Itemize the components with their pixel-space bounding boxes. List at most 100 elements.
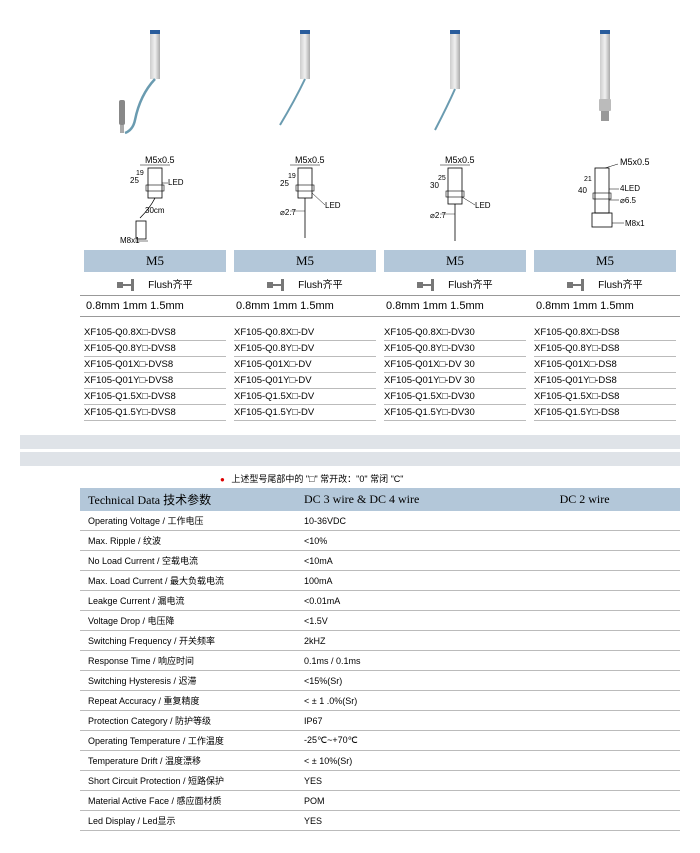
svg-text:⌀2.7: ⌀2.7 (430, 211, 446, 220)
tech-row-value: <10% (296, 531, 680, 551)
svg-text:⌀6.5: ⌀6.5 (620, 196, 636, 205)
tech-row-label: Max. Ripple / 纹波 (80, 531, 296, 551)
note-text: 上述型号尾部中的 "□" 常开改："0" 常闭 "C" (231, 474, 403, 484)
svg-text:M5x0.5: M5x0.5 (445, 155, 475, 165)
flush-label: Flush齐平 (448, 280, 492, 291)
model-number: XF105-Q0.8X□-DV30 (384, 325, 526, 341)
model-number: XF105-Q01Y□-DS8 (534, 373, 676, 389)
tech-row-label: No Load Current / 空载电流 (80, 551, 296, 571)
models-col-4: XF105-Q0.8X□-DS8XF105-Q0.8Y□-DS8XF105-Q0… (530, 325, 680, 421)
tech-row-label: Max. Load Current / 最大负载电流 (80, 571, 296, 591)
flush-label: Flush齐平 (298, 280, 342, 291)
tech-row-label: Material Active Face / 感应面材质 (80, 791, 296, 811)
model-number: XF105-Q01X□-DS8 (534, 357, 676, 373)
model-number: XF105-Q01Y□-DVS8 (84, 373, 226, 389)
model-number: XF105-Q01Y□-DV (234, 373, 376, 389)
tech-row-value: -25℃~+70℃ (296, 731, 680, 751)
svg-text:40: 40 (578, 186, 587, 195)
svg-text:19: 19 (136, 170, 144, 177)
bullet-icon: ● (220, 475, 225, 484)
models-col-2: XF105-Q0.8X□-DVXF105-Q0.8Y□-DVXF105-Q01X… (230, 325, 380, 421)
flush-label: Flush齐平 (148, 280, 192, 291)
svg-text:M8x1: M8x1 (625, 219, 645, 228)
svg-text:4LED: 4LED (620, 184, 640, 193)
tech-row-label: Switching Hysteresis / 迟滞 (80, 671, 296, 691)
sensor-image-1 (80, 20, 230, 140)
tech-row-label: Protection Category / 防护等级 (80, 711, 296, 731)
header-cell: M5 (234, 250, 376, 272)
svg-text:25: 25 (280, 179, 289, 188)
tech-row-value: < ± 10%(Sr) (296, 751, 680, 771)
flush-cell: Flush齐平 (380, 272, 530, 295)
size-cell: 0.8mm 1mm 1.5mm (230, 296, 380, 316)
model-number: XF105-Q1.5X□-DS8 (534, 389, 676, 405)
tech-row-label: Repeat Accuracy / 重复精度 (80, 691, 296, 711)
tech-data-table: Technical Data 技术参数 DC 3 wire & DC 4 wir… (80, 488, 680, 831)
svg-text:M5x0.5: M5x0.5 (620, 157, 650, 167)
model-number: XF105-Q0.8Y□-DS8 (534, 341, 676, 357)
svg-text:M5x0.5: M5x0.5 (295, 155, 325, 165)
model-number: XF105-Q01X□-DV 30 (384, 357, 526, 373)
flush-cell: Flush齐平 (230, 272, 380, 295)
svg-text:LED: LED (475, 201, 491, 210)
size-cell: 0.8mm 1mm 1.5mm (530, 296, 680, 316)
model-number: XF105-Q1.5X□-DV (234, 389, 376, 405)
header-row: M5 M5 M5 M5 (80, 250, 680, 272)
model-number: XF105-Q1.5Y□-DV30 (384, 405, 526, 421)
models-col-1: XF105-Q0.8X□-DVS8XF105-Q0.8Y□-DVS8XF105-… (80, 325, 230, 421)
tech-header-label: Technical Data 技术参数 (80, 488, 296, 511)
model-number: XF105-Q1.5Y□-DV (234, 405, 376, 421)
svg-text:21: 21 (584, 176, 592, 183)
svg-text:30: 30 (430, 181, 439, 190)
model-number: XF105-Q1.5Y□-DS8 (534, 405, 676, 421)
svg-text:LED: LED (168, 178, 184, 187)
tech-row-value: <10mA (296, 551, 680, 571)
svg-text:LED: LED (325, 201, 341, 210)
tech-row-label: Leakge Current / 漏电流 (80, 591, 296, 611)
size-cell: 0.8mm 1mm 1.5mm (380, 296, 530, 316)
model-number: XF105-Q1.5X□-DVS8 (84, 389, 226, 405)
header-cell: M5 (534, 250, 676, 272)
tech-row-value: <1.5V (296, 611, 680, 631)
model-number: XF105-Q0.8Y□-DV30 (384, 341, 526, 357)
model-number: XF105-Q0.8X□-DVS8 (84, 325, 226, 341)
tech-row-value: < ± 1 .0%(Sr) (296, 691, 680, 711)
product-images-row (80, 20, 680, 140)
svg-text:19: 19 (288, 173, 296, 180)
tech-row-value: 2kHZ (296, 631, 680, 651)
flush-label: Flush齐平 (598, 280, 642, 291)
model-number: XF105-Q01Y□-DV 30 (384, 373, 526, 389)
stripe-divider (20, 452, 680, 466)
tech-row-label: Operating Temperature / 工作温度 (80, 731, 296, 751)
dim-drawing-3: M5x0.5 30 25 ⌀2.7 LED (380, 150, 530, 250)
svg-text:25: 25 (130, 176, 139, 185)
tech-row-value: 100mA (296, 571, 680, 591)
tech-header-col1: DC 3 wire & DC 4 wire (296, 488, 552, 511)
sensor-image-3 (380, 20, 530, 140)
sensor-image-2 (230, 20, 380, 140)
dim-drawing-2: M5x0.5 25 19 ⌀2.7 LED (230, 150, 380, 250)
flush-cell: Flush齐平 (80, 272, 230, 295)
model-number: XF105-Q0.8Y□-DV (234, 341, 376, 357)
model-number: XF105-Q01X□-DVS8 (84, 357, 226, 373)
models-col-3: XF105-Q0.8X□-DV30XF105-Q0.8Y□-DV30XF105-… (380, 325, 530, 421)
model-number: XF105-Q0.8X□-DV (234, 325, 376, 341)
svg-text:M8x1: M8x1 (120, 236, 140, 245)
dimension-drawings-row: M5x0.5 25 19 LED 30cm M8x1 M5x0.5 25 19 … (80, 150, 680, 250)
size-row: 0.8mm 1mm 1.5mm 0.8mm 1mm 1.5mm 0.8mm 1m… (80, 295, 680, 317)
tech-row-label: Led Display / Led显示 (80, 811, 296, 831)
model-number: XF105-Q01X□-DV (234, 357, 376, 373)
model-number: XF105-Q0.8Y□-DVS8 (84, 341, 226, 357)
svg-text:25: 25 (438, 175, 446, 182)
size-cell: 0.8mm 1mm 1.5mm (80, 296, 230, 316)
model-number: XF105-Q0.8X□-DS8 (534, 325, 676, 341)
stripe-divider (20, 435, 680, 449)
tech-row-value: IP67 (296, 711, 680, 731)
dim-drawing-1: M5x0.5 25 19 LED 30cm M8x1 (80, 150, 230, 250)
tech-row-label: Switching Frequency / 开关频率 (80, 631, 296, 651)
dim-drawing-4: M5x0.5 40 21 4LED ⌀6.5 M8x1 (530, 150, 680, 250)
flush-cell: Flush齐平 (530, 272, 680, 295)
svg-text:⌀2.7: ⌀2.7 (280, 208, 296, 217)
tech-row-value: <15%(Sr) (296, 671, 680, 691)
tech-row-label: Response Time / 响应时间 (80, 651, 296, 671)
